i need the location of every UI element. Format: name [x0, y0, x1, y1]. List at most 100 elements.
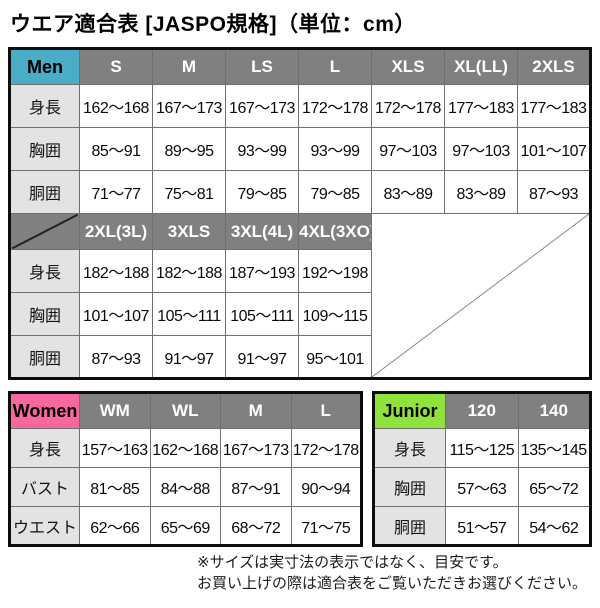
- size-value-cell: 95～101: [298, 335, 372, 379]
- size-value-cell: 54～62: [517, 506, 591, 546]
- men-size-header: XL(LL): [444, 48, 518, 85]
- diagonal-line-icon: [11, 214, 79, 249]
- size-value-cell: 172～178: [371, 84, 445, 128]
- row-label-height: 身長: [9, 428, 80, 468]
- row-label-height: 身長: [9, 84, 80, 128]
- footnotes: ※サイズは実寸法の表示ではなく、目安です。 お買い上げの際は適合表をご覧いただき…: [197, 552, 600, 594]
- junior-size-header: 120: [445, 392, 519, 429]
- row-label-height: 身長: [9, 249, 80, 293]
- diagonal-line-icon: [372, 214, 589, 377]
- size-value-cell: 167～173: [220, 428, 292, 468]
- men-waist-row: 胴囲 71～77 75～81 79～85 79～85 83～89 83～89 8…: [9, 170, 591, 214]
- size-value-cell: 172～178: [298, 84, 372, 128]
- size-value-cell: 62～66: [79, 506, 151, 546]
- men-ext-header-row: 2XL(3L) 3XLS 3XL(4L) 4XL(3XO): [9, 213, 591, 379]
- size-value-cell: 115～125: [445, 428, 519, 468]
- size-value-cell: 68～72: [220, 506, 292, 546]
- junior-category-header: Junior: [373, 392, 446, 429]
- men-size-header: S: [79, 48, 153, 85]
- page-title: ウエア適合表 [JASPO規格]（単位：cm）: [10, 13, 416, 36]
- men-ext-chest-row: 胸囲 101～107 105～111 105～111 109～115: [9, 292, 591, 336]
- bottom-tables: Women WM WL M L 身長 157～163 162～168 167～1…: [8, 391, 600, 547]
- size-value-cell: 79～85: [298, 170, 372, 214]
- size-value-cell: 71～75: [290, 506, 362, 546]
- row-label-waist: ウエスト: [9, 506, 80, 546]
- size-value-cell: 101～107: [517, 127, 591, 171]
- size-value-cell: 182～188: [79, 249, 153, 293]
- size-value-cell: 51～57: [445, 506, 519, 546]
- row-label-waist: 胴囲: [373, 506, 446, 546]
- size-value-cell: 105～111: [152, 292, 226, 336]
- size-value-cell: 85～91: [79, 127, 153, 171]
- size-value-cell: 65～72: [517, 467, 591, 507]
- diagonal-corner-cell: [9, 213, 80, 250]
- size-value-cell: 192～198: [298, 249, 372, 293]
- footnote-line: お買い上げの際は適合表をご覧いただきお選びください。: [197, 575, 588, 592]
- men-size-header: 2XLS: [517, 48, 591, 85]
- size-value-cell: 135～145: [517, 428, 591, 468]
- junior-header-row: Junior 120 140: [373, 392, 591, 429]
- men-height-row: 身長 162～168 167～173 167～173 172～178 172～1…: [9, 84, 591, 128]
- women-size-header: WL: [149, 392, 221, 429]
- men-size-header: LS: [225, 48, 299, 85]
- junior-waist-row: 胴囲 51～57 54～62: [373, 506, 591, 546]
- men-category-header: Men: [9, 48, 80, 85]
- size-value-cell: 71～77: [79, 170, 153, 214]
- size-value-cell: 177～183: [517, 84, 591, 128]
- junior-size-table: Junior 120 140 身長 115～125 135～145 胸囲 57～…: [372, 391, 592, 547]
- men-size-header: M: [152, 48, 226, 85]
- size-value-cell: 157～163: [79, 428, 151, 468]
- junior-chest-row: 胸囲 57～63 65～72: [373, 467, 591, 507]
- size-value-cell: 84～88: [149, 467, 221, 507]
- men-ext-size-header: 3XLS: [152, 213, 226, 250]
- row-label-waist: 胴囲: [9, 335, 80, 379]
- row-label-waist: 胴囲: [9, 170, 80, 214]
- women-header-row: Women WM WL M L: [9, 392, 362, 429]
- size-value-cell: 101～107: [79, 292, 153, 336]
- size-value-cell: 83～89: [444, 170, 518, 214]
- size-value-cell: 75～81: [152, 170, 226, 214]
- women-size-header: L: [290, 392, 362, 429]
- women-size-header: M: [220, 392, 292, 429]
- women-height-row: 身長 157～163 162～168 167～173 172～178: [9, 428, 362, 468]
- junior-height-row: 身長 115～125 135～145: [373, 428, 591, 468]
- size-value-cell: 93～99: [225, 127, 299, 171]
- men-size-header: XLS: [371, 48, 445, 85]
- size-value-cell: 57～63: [445, 467, 519, 507]
- men-size-header: L: [298, 48, 372, 85]
- men-chest-row: 胸囲 85～91 89～95 93～99 93～99 97～103 97～103…: [9, 127, 591, 171]
- row-label-chest: 胸囲: [9, 127, 80, 171]
- women-size-header: WM: [79, 392, 151, 429]
- size-value-cell: 65～69: [149, 506, 221, 546]
- row-label-height: 身長: [373, 428, 446, 468]
- size-value-cell: 182～188: [152, 249, 226, 293]
- size-value-cell: 187～193: [225, 249, 299, 293]
- size-value-cell: 162～168: [79, 84, 153, 128]
- size-value-cell: 105～111: [225, 292, 299, 336]
- empty-diagonal-area: [371, 213, 591, 379]
- men-header-row: Men S M LS L XLS XL(LL) 2XLS: [9, 48, 591, 85]
- men-ext-waist-row: 胴囲 87～93 91～97 91～97 95～101: [9, 335, 591, 379]
- footnote-line: ※サイズは実寸法の表示ではなく、目安です。: [197, 554, 508, 571]
- size-value-cell: 97～103: [444, 127, 518, 171]
- men-ext-size-header: 3XL(4L): [225, 213, 299, 250]
- women-waist-row: ウエスト 62～66 65～69 68～72 71～75: [9, 506, 362, 546]
- size-value-cell: 91～97: [225, 335, 299, 379]
- men-ext-size-header: 4XL(3XO): [298, 213, 372, 250]
- row-label-chest: 胸囲: [9, 292, 80, 336]
- size-value-cell: 87～93: [79, 335, 153, 379]
- size-value-cell: 93～99: [298, 127, 372, 171]
- size-value-cell: 97～103: [371, 127, 445, 171]
- men-ext-size-header: 2XL(3L): [79, 213, 153, 250]
- women-category-header: Women: [9, 392, 80, 429]
- men-size-table: Men S M LS L XLS XL(LL) 2XLS 身長 162～168 …: [8, 47, 592, 380]
- size-value-cell: 167～173: [225, 84, 299, 128]
- women-bust-row: バスト 81～85 84～88 87～91 90～94: [9, 467, 362, 507]
- row-label-bust: バスト: [9, 467, 80, 507]
- men-ext-height-row: 身長 182～188 182～188 187～193 192～198: [9, 249, 591, 293]
- size-value-cell: 177～183: [444, 84, 518, 128]
- size-value-cell: 79～85: [225, 170, 299, 214]
- size-value-cell: 90～94: [290, 467, 362, 507]
- women-size-table: Women WM WL M L 身長 157～163 162～168 167～1…: [8, 391, 363, 547]
- row-label-chest: 胸囲: [373, 467, 446, 507]
